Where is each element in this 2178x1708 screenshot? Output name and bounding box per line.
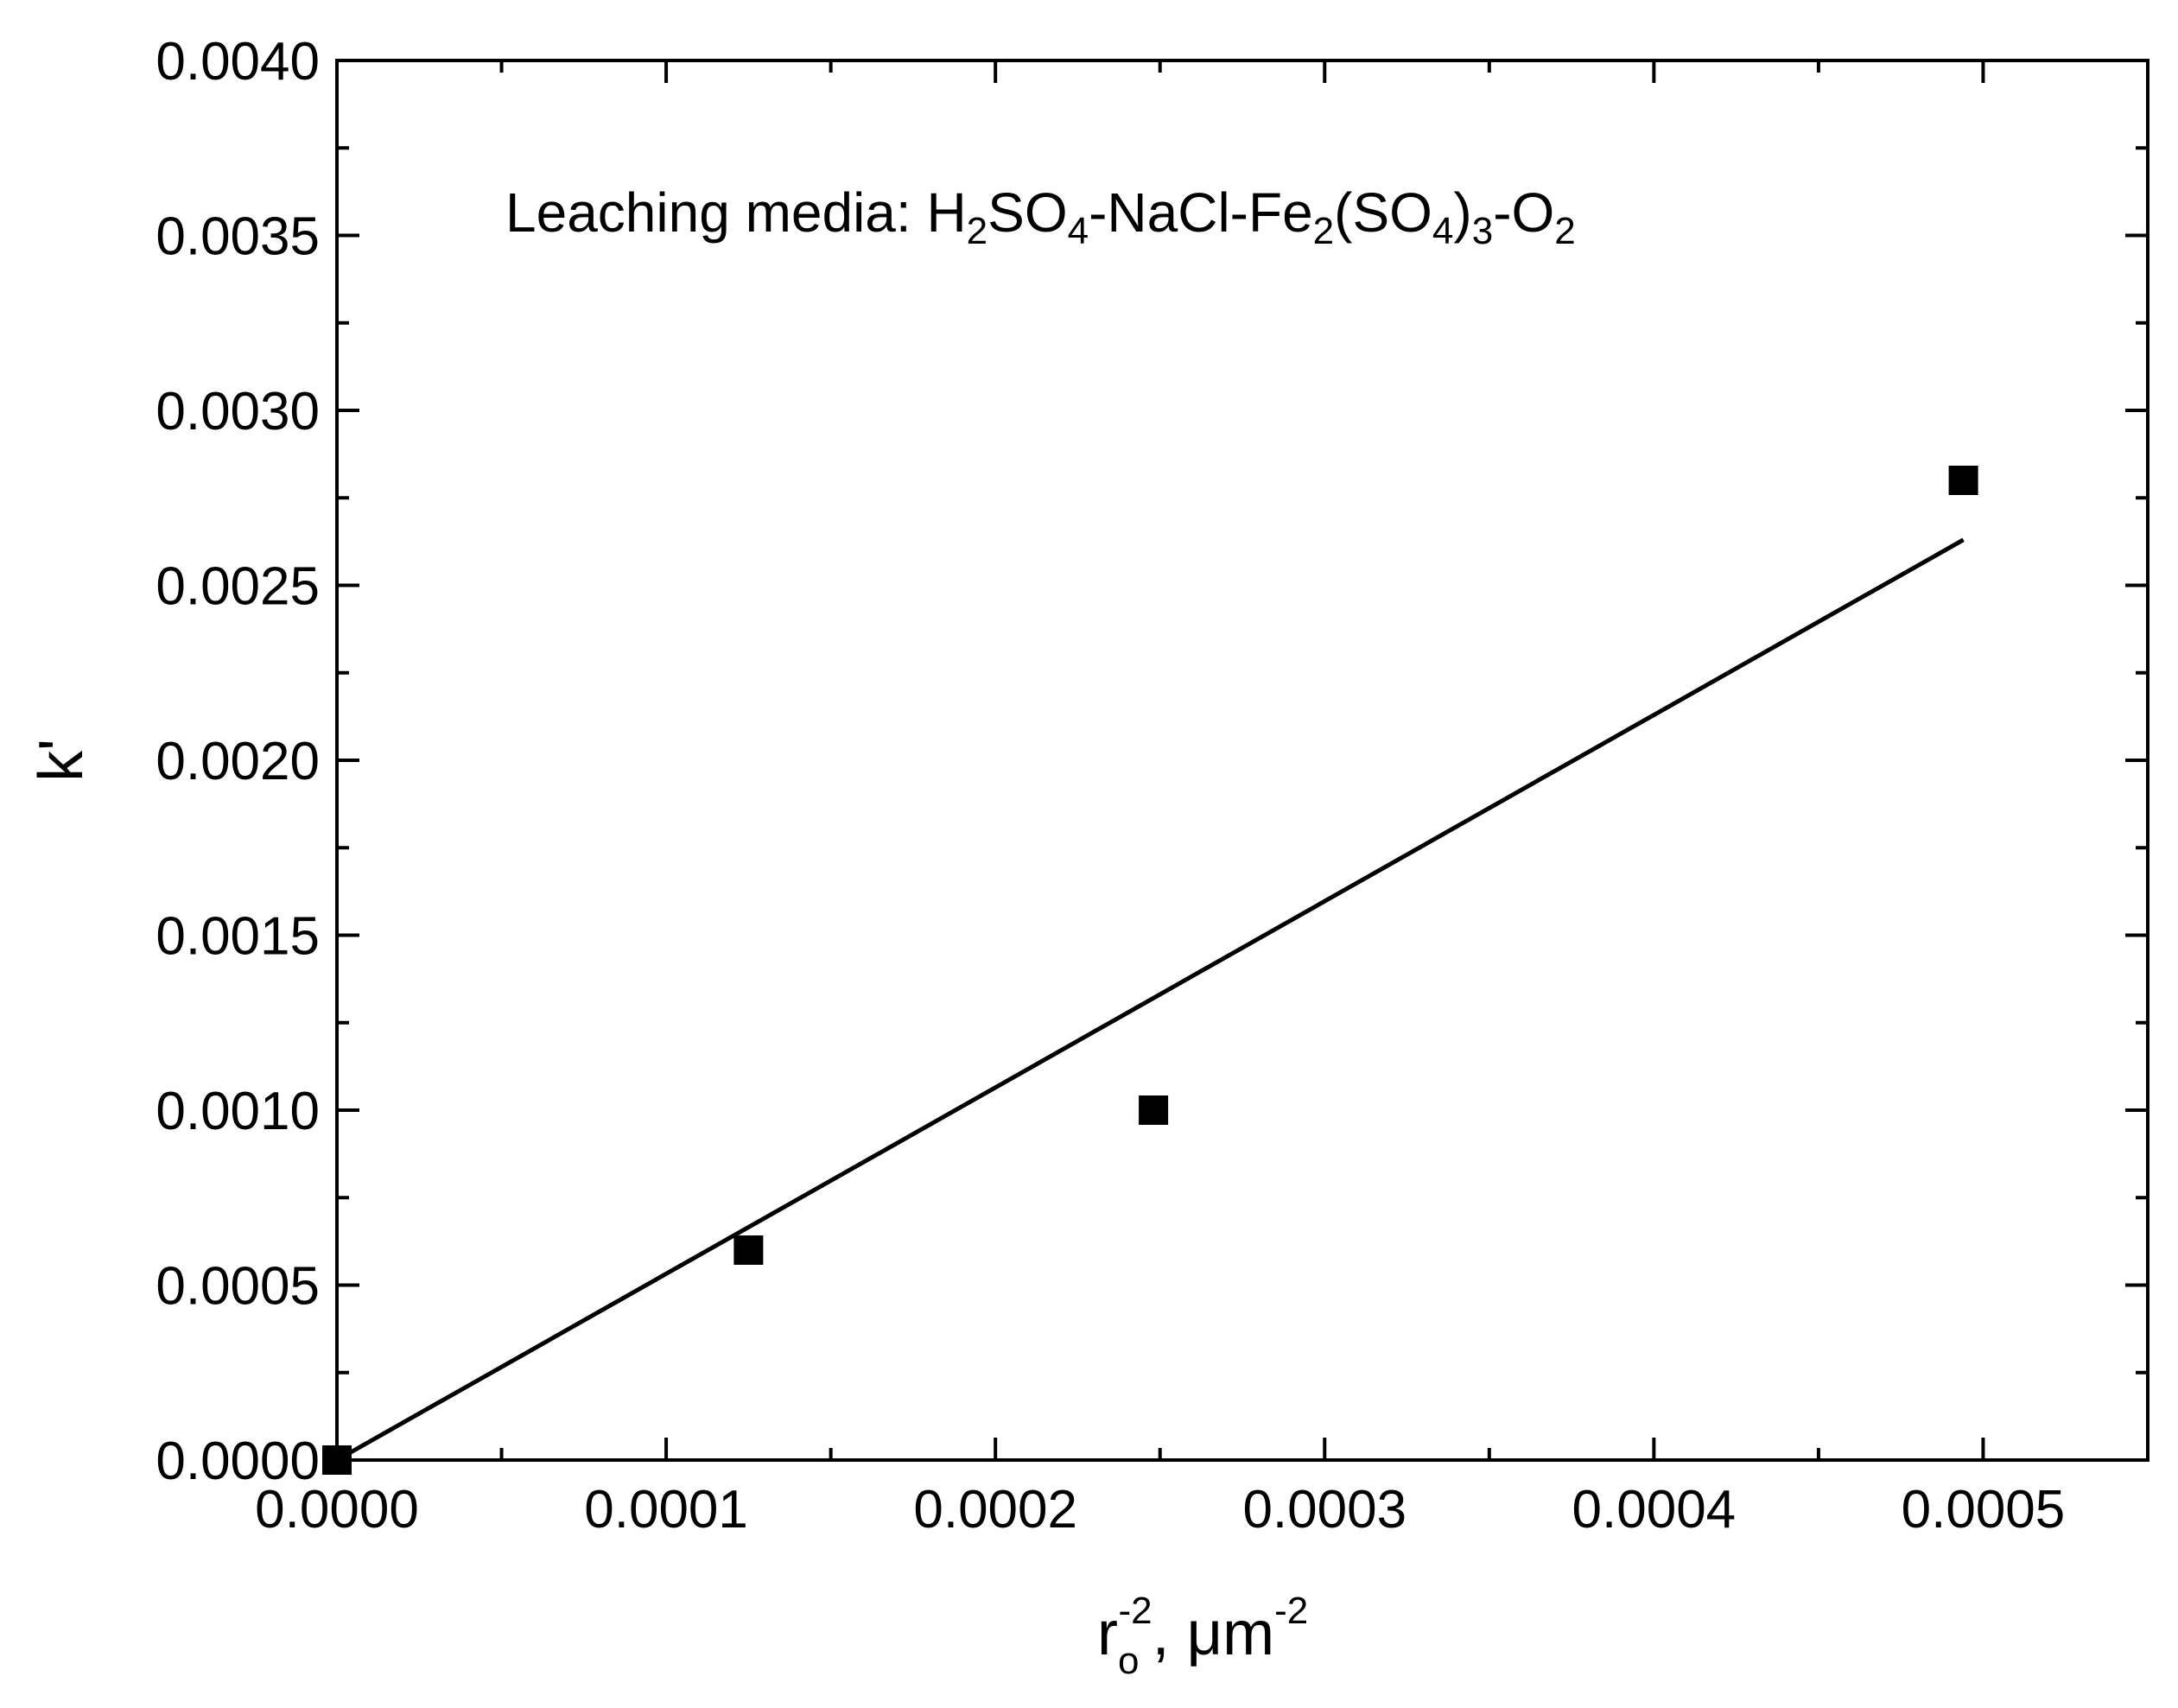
data-point xyxy=(1139,1095,1169,1125)
y-tick-label: 0.0000 xyxy=(156,1432,320,1491)
x-axis-title: ro-2, μm-2 xyxy=(1097,1590,1308,1682)
y-tick-label: 0.0020 xyxy=(156,732,320,791)
axis-ticks xyxy=(335,59,2149,1462)
data-point xyxy=(1948,466,1978,495)
plot-frame xyxy=(335,59,2149,1462)
y-tick-label: 0.0010 xyxy=(156,1082,320,1141)
x-tick-label: 0.0003 xyxy=(1242,1480,1406,1540)
data-points xyxy=(322,466,1978,1475)
fit-line-group xyxy=(335,537,1965,1463)
y-tick-label: 0.0025 xyxy=(156,557,320,617)
fit-line xyxy=(335,537,1965,1463)
y-axis-title: k' xyxy=(27,739,96,782)
y-tick-label: 0.0015 xyxy=(156,907,320,967)
y-tick-label: 0.0040 xyxy=(156,32,320,92)
y-tick-label: 0.0035 xyxy=(156,207,320,267)
x-tick-label: 0.0004 xyxy=(1572,1480,1737,1540)
x-tick-label: 0.0005 xyxy=(1902,1480,2066,1540)
x-tick-label: 0.0001 xyxy=(584,1480,748,1540)
x-tick-label: 0.0000 xyxy=(255,1480,419,1540)
annotation-text: Leaching media: H2SO4-NaCl-Fe2(SO4)3-O2 xyxy=(505,181,1576,252)
y-tick-label: 0.0030 xyxy=(156,382,320,441)
tick-labels: 0.0000 0.0001 0.0002 0.0003 0.0004 0.0005 0.00… xyxy=(156,32,2065,1540)
x-tick-label: 0.0002 xyxy=(913,1480,1077,1540)
y-tick-label: 0.0005 xyxy=(156,1257,320,1317)
data-point xyxy=(733,1235,764,1265)
